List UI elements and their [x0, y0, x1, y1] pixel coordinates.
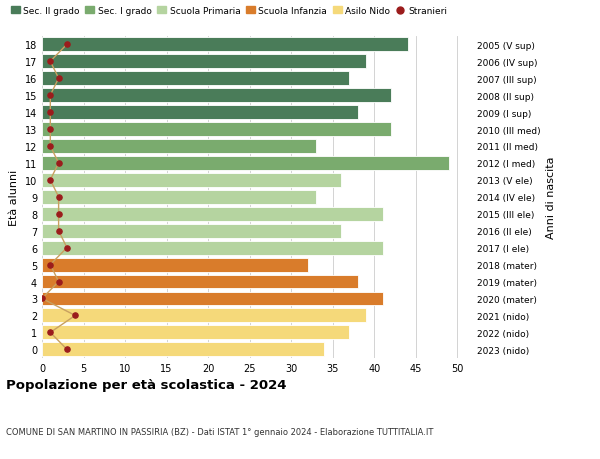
Point: [46, 58, 55, 66]
Bar: [42, 140, 316, 154]
Point: [46, 143, 55, 150]
Point: [54, 211, 64, 218]
Text: Popolazione per età scolastica - 2024: Popolazione per età scolastica - 2024: [6, 379, 287, 392]
Bar: [42, 258, 308, 272]
Y-axis label: Età alunni: Età alunni: [9, 169, 19, 225]
Bar: [42, 241, 383, 255]
Bar: [42, 157, 449, 170]
Bar: [42, 326, 349, 340]
Point: [62, 346, 72, 353]
Legend: Sec. II grado, Sec. I grado, Scuola Primaria, Scuola Infanzia, Asilo Nido, Stran: Sec. II grado, Sec. I grado, Scuola Prim…: [11, 7, 448, 16]
Point: [37, 295, 47, 302]
Point: [54, 228, 64, 235]
Point: [46, 261, 55, 269]
Bar: [42, 309, 366, 323]
Bar: [42, 89, 391, 103]
Bar: [42, 123, 391, 137]
Point: [54, 278, 64, 285]
Bar: [42, 55, 366, 69]
Bar: [42, 292, 383, 306]
Bar: [42, 342, 325, 357]
Bar: [42, 207, 383, 221]
Point: [46, 329, 55, 336]
Point: [54, 75, 64, 83]
Bar: [42, 174, 341, 187]
Point: [54, 160, 64, 167]
Bar: [42, 224, 341, 238]
Point: [62, 41, 72, 49]
Point: [70, 312, 80, 319]
Point: [46, 109, 55, 117]
Point: [62, 245, 72, 252]
Point: [46, 92, 55, 100]
Bar: [42, 38, 407, 52]
Point: [46, 126, 55, 134]
Bar: [42, 72, 349, 86]
Y-axis label: Anni di nascita: Anni di nascita: [546, 156, 556, 239]
Point: [54, 194, 64, 201]
Bar: [42, 275, 358, 289]
Text: COMUNE DI SAN MARTINO IN PASSIRIA (BZ) - Dati ISTAT 1° gennaio 2024 - Elaborazio: COMUNE DI SAN MARTINO IN PASSIRIA (BZ) -…: [6, 427, 433, 436]
Bar: [42, 190, 316, 204]
Bar: [42, 106, 358, 120]
Point: [46, 177, 55, 184]
